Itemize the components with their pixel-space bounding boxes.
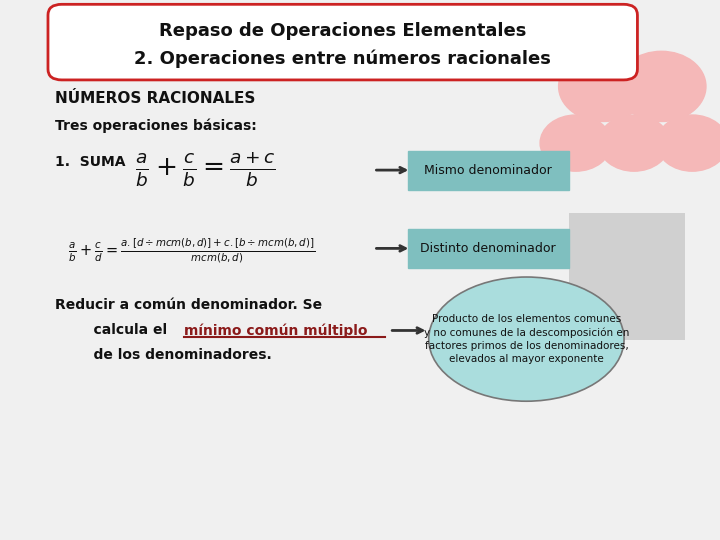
Text: Repaso de Operaciones Elementales: Repaso de Operaciones Elementales xyxy=(159,22,526,40)
Circle shape xyxy=(617,51,706,122)
Circle shape xyxy=(540,115,611,171)
FancyBboxPatch shape xyxy=(48,4,637,80)
Text: Tres operaciones básicas:: Tres operaciones básicas: xyxy=(55,118,256,132)
Text: Mismo denominador: Mismo denominador xyxy=(424,164,552,177)
Text: 2. Operaciones entre números racionales: 2. Operaciones entre números racionales xyxy=(134,49,551,68)
Text: mínimo común múltiplo: mínimo común múltiplo xyxy=(184,323,367,338)
Text: $\frac{a}{b} + \frac{c}{b} = \frac{a+c}{b}$: $\frac{a}{b} + \frac{c}{b} = \frac{a+c}{… xyxy=(135,151,276,189)
Ellipse shape xyxy=(428,277,624,401)
Text: Reducir a común denominador. Se: Reducir a común denominador. Se xyxy=(55,298,322,312)
Circle shape xyxy=(559,51,648,122)
Circle shape xyxy=(598,115,670,171)
Text: NÚMEROS RACIONALES: NÚMEROS RACIONALES xyxy=(55,91,255,106)
FancyBboxPatch shape xyxy=(569,213,685,340)
FancyBboxPatch shape xyxy=(408,229,569,268)
FancyBboxPatch shape xyxy=(408,151,569,190)
Text: de los denominadores.: de los denominadores. xyxy=(74,348,271,362)
Text: $\frac{a}{b} + \frac{c}{d} = \frac{a.[d \div mcm(b,d)] + c.[b \div mcm(b,d)]}{mc: $\frac{a}{b} + \frac{c}{d} = \frac{a.[d … xyxy=(68,237,315,265)
Text: calcula el: calcula el xyxy=(74,323,172,338)
Circle shape xyxy=(657,115,720,171)
Text: 1.  SUMA: 1. SUMA xyxy=(55,155,125,169)
Text: Distinto denominador: Distinto denominador xyxy=(420,242,556,255)
Text: Producto de los elementos comunes
y no comunes de la descomposición en
factores : Producto de los elementos comunes y no c… xyxy=(423,314,629,364)
